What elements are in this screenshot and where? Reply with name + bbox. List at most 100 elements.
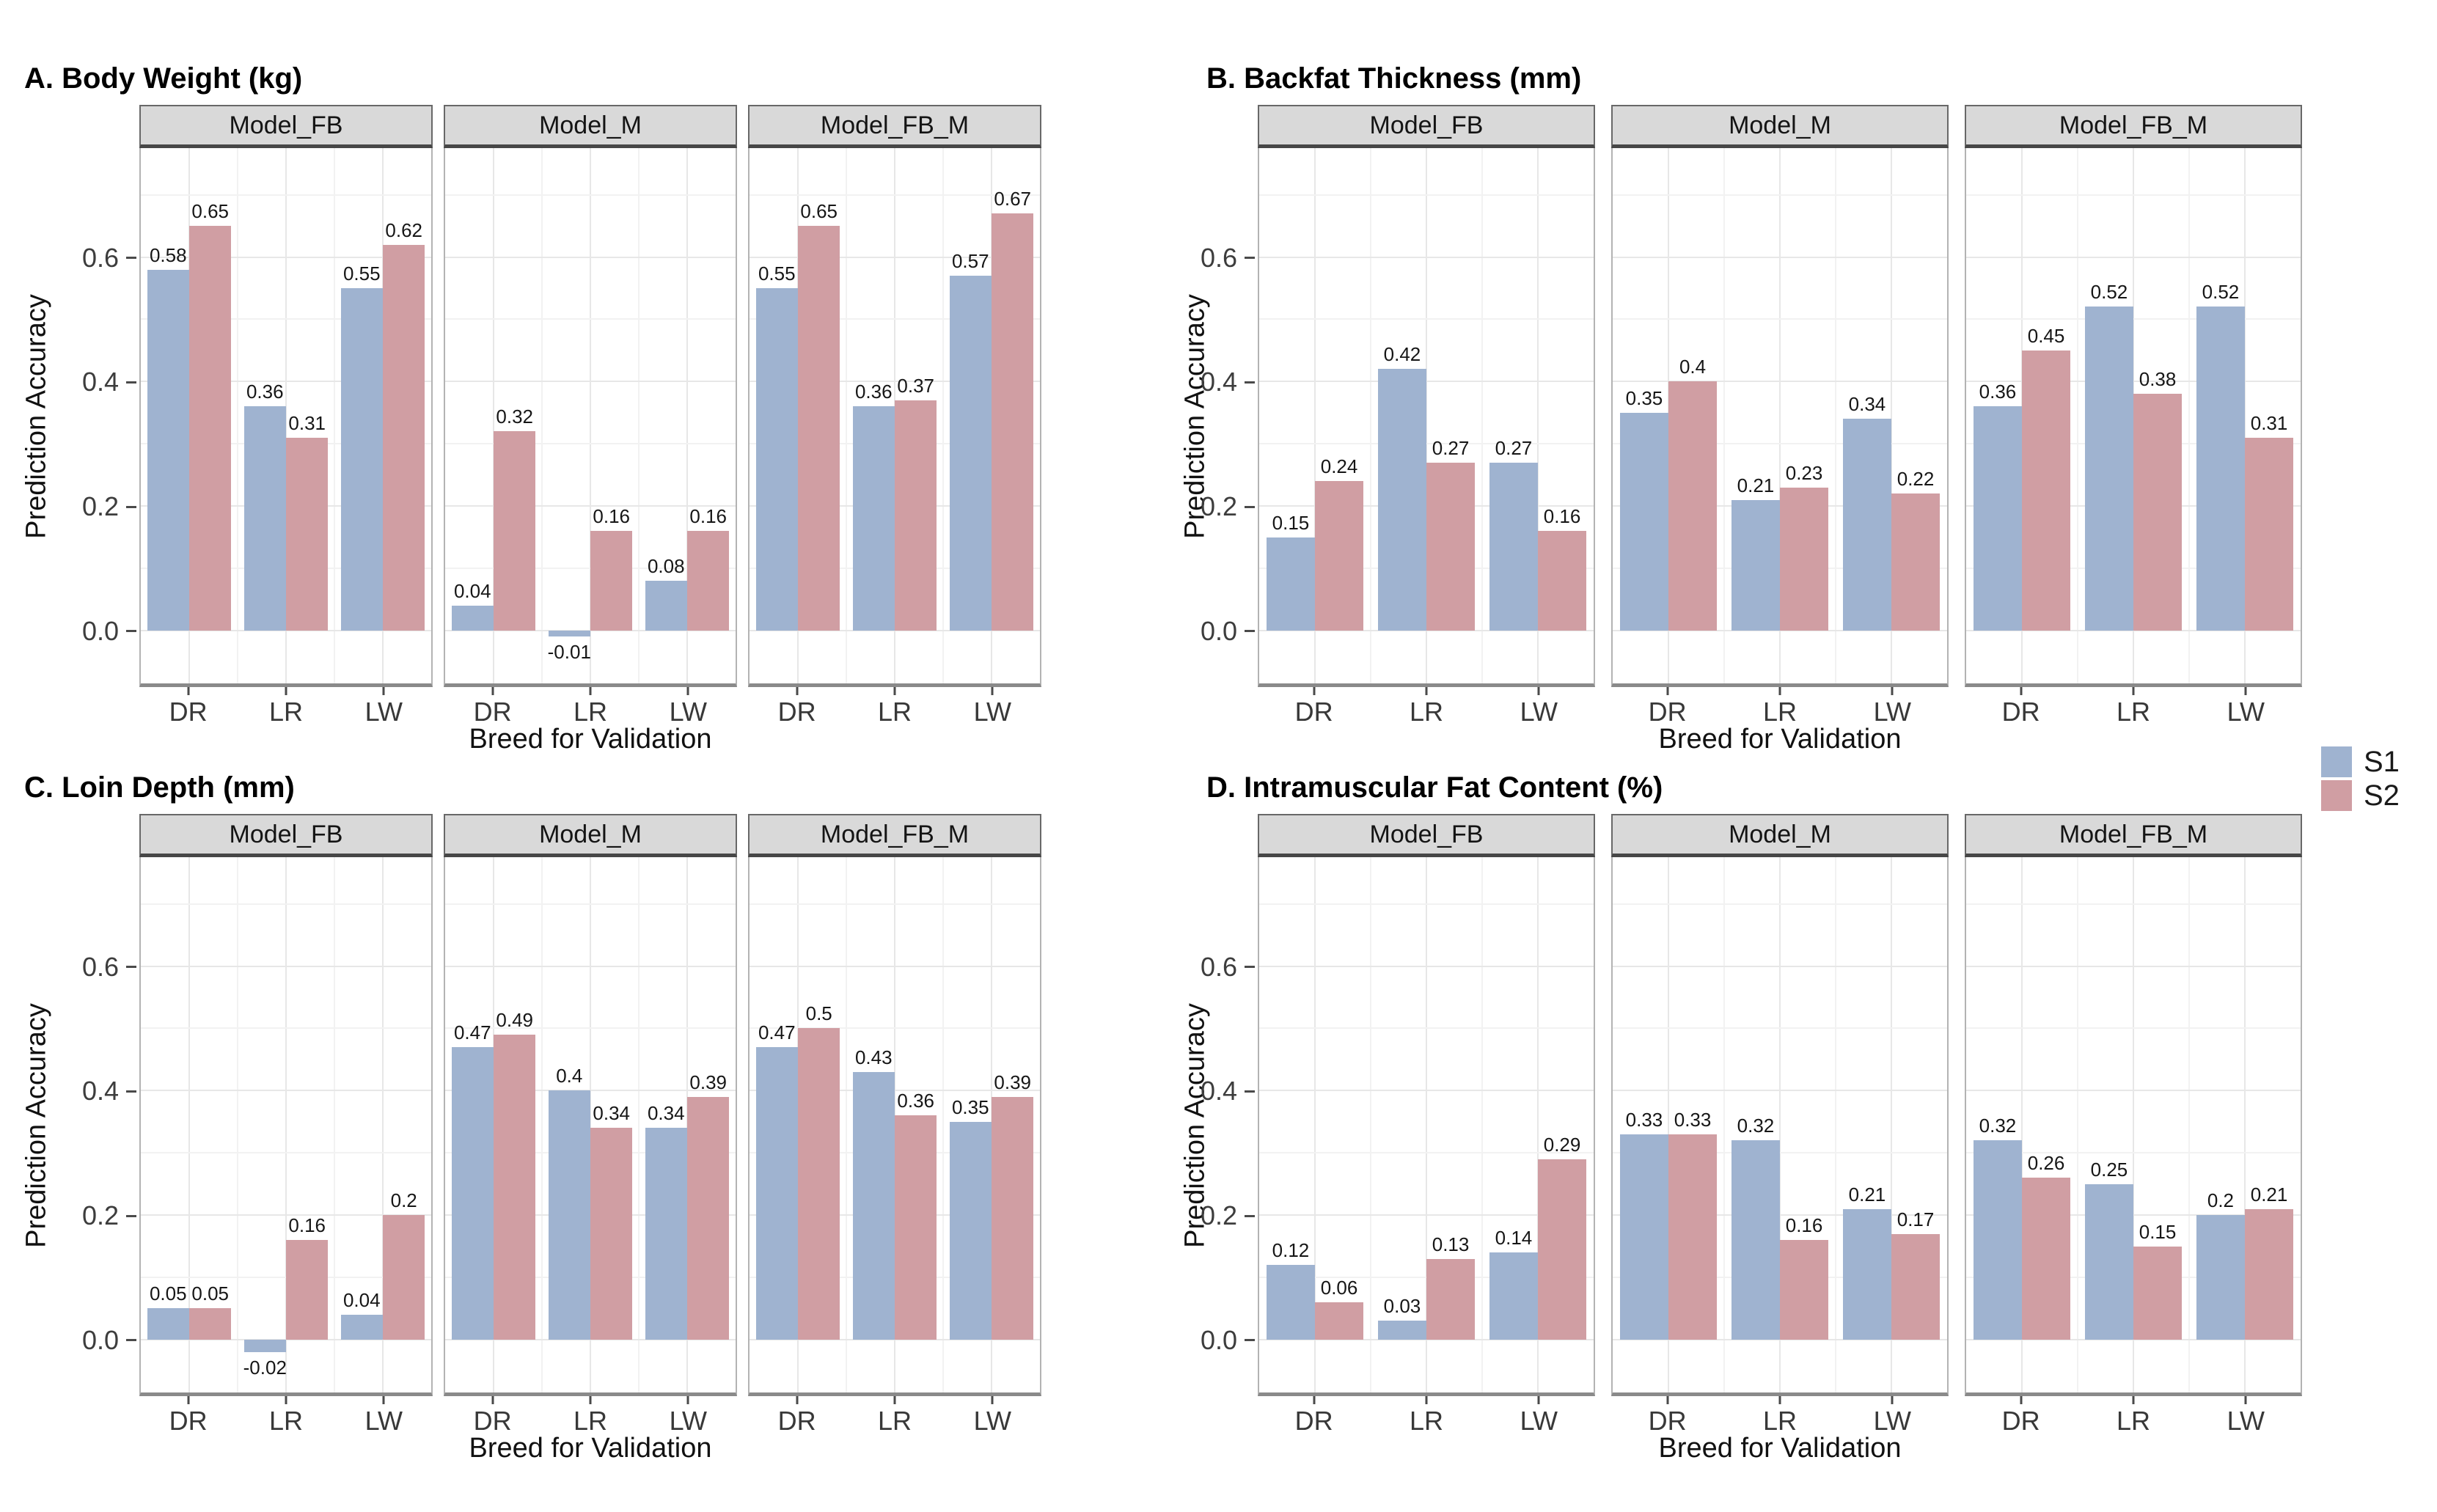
bar-D-Model_FB_M-DR-S2 [2021,1178,2071,1340]
gridline-horizontal-major [445,629,736,631]
bar-value-label: 0.32 [1737,1115,1775,1137]
gridline-horizontal-major [141,256,431,258]
bar-A-Model_FB-LW-S2 [383,244,425,631]
y-tick-label: 0.0 [1200,615,1237,646]
bar-value-label: 0.17 [1897,1208,1935,1230]
gridline-vertical-major [1314,148,1316,683]
gridline-horizontal-minor [1259,903,1594,905]
x-tick-label: DR [1294,1406,1333,1436]
x-tick-row: DR LR LW [444,1396,737,1436]
facet-Model_M: Model_M 0.04 0.32 -0.01 0.16 0.08 0.16 DR LR LW [444,105,737,727]
x-tick-mark [491,687,494,695]
bar-value-label: 0.16 [1785,1214,1823,1237]
gridline-horizontal-major [141,1214,431,1216]
panel-body-weight: A. Body Weight (kg) Prediction Accuracy … [15,62,1100,770]
x-tick-mark [686,687,689,695]
x-tick-mark [1891,1396,1894,1404]
x-tick-mark [893,1396,896,1404]
bar-A-Model_FB_M-DR-S2 [797,226,840,631]
gridline-horizontal-minor [750,903,1040,905]
bar-D-Model_FB_M-LW-S1 [2196,1215,2245,1340]
gridline-horizontal-major [1613,965,1947,967]
bar-A-Model_FB-LR-S2 [286,437,329,631]
gridline-vertical-major [2243,148,2246,683]
gridline-horizontal-major [1259,1090,1594,1092]
bar-C-Model_FB-DR-S2 [188,1308,232,1340]
y-tick-label: 0.2 [1200,1200,1237,1231]
bar-value-label: 0.16 [288,1214,326,1237]
gridline-vertical-minor [1481,148,1483,683]
gridline-vertical-major [1536,148,1539,683]
x-tick-label: DR [2001,1406,2040,1436]
gridline-horizontal-major [750,1338,1040,1340]
gridline-horizontal-minor [750,194,1040,196]
facet-Model_FB_M: Model_FB_M 0.36 0.45 0.52 0.38 0.52 0.31 DR LR LW [1965,105,2302,727]
bar-value-label: 0.39 [689,1071,728,1093]
gridline-horizontal-major [1259,965,1594,967]
plot-area: 0.36 0.45 0.52 0.38 0.52 0.31 [1965,148,2302,687]
bar-D-Model_FB_M-LR-S1 [2084,1183,2133,1340]
bar-value-label: 0.25 [2090,1158,2128,1181]
bar-B-Model_M-LR-S1 [1731,499,1780,631]
bar-A-Model_FB-LW-S1 [340,288,383,631]
bar-A-Model_FB_M-LW-S1 [949,276,992,631]
plot-area: 0.04 0.32 -0.01 0.16 0.08 0.16 [444,148,737,687]
x-tick-label: LW [669,1406,707,1436]
bar-C-Model_M-LR-S2 [590,1128,633,1340]
x-tick-mark [2244,1396,2247,1404]
gridline-vertical-major [1426,148,1427,683]
bar-A-Model_M-LR-S1 [548,630,590,637]
gridline-horizontal-major [1966,1338,2301,1340]
x-tick-label: LW [973,697,1011,727]
facet-strip-label: Model_M [1611,814,1949,857]
x-tick-label: LR [1762,697,1797,727]
gridline-horizontal-minor [445,194,736,196]
bar-value-label: 0.45 [2027,324,2065,347]
x-tick-label: LR [1762,1406,1797,1436]
bar-value-label: 0.06 [1320,1276,1358,1299]
bar-value-label: 0.67 [994,188,1032,210]
gridline-vertical-major [590,857,591,1392]
bar-A-Model_M-LW-S1 [645,580,687,631]
x-tick-label: DR [169,697,208,727]
bar-value-label: 0.21 [1848,1183,1886,1205]
bar-B-Model_FB_M-LR-S2 [2133,394,2183,631]
facet-Model_M: Model_M 0.35 0.4 0.21 0.23 0.34 0.22 DR LR LW [1611,105,1949,727]
x-tick-label: DR [473,697,512,727]
gridline-horizontal-major [1966,965,2301,967]
bar-B-Model_FB-LW-S2 [1538,531,1587,631]
bar-value-label: 0.49 [496,1008,534,1031]
gridline-horizontal-major [1613,1214,1947,1216]
gridline-vertical-minor [334,148,335,683]
bar-C-Model_FB-DR-S1 [147,1308,189,1340]
gridline-vertical-minor [638,857,640,1392]
gridline-horizontal-minor [1613,443,1947,445]
gridline-vertical-minor [540,857,543,1392]
x-tick-mark [991,687,994,695]
x-tick-mark [1778,1396,1781,1404]
x-tick-mark [187,687,190,695]
y-tick-label: 0.0 [81,615,119,646]
y-tick-mark [126,1090,136,1093]
gridline-horizontal-minor [445,443,736,445]
y-tick-label: 0.6 [1200,242,1237,273]
y-tick-mark [1245,630,1255,633]
bar-D-Model_M-DR-S1 [1619,1134,1668,1340]
y-tick-label: 0.2 [81,1200,119,1231]
bar-A-Model_M-LW-S2 [687,531,730,631]
facet-strip-label: Model_FB_M [748,105,1041,148]
bar-C-Model_FB_M-DR-S1 [755,1046,798,1340]
gridline-horizontal-minor [141,194,431,196]
gridline-horizontal-major [1966,629,2301,631]
x-tick-mark [187,1396,190,1404]
bar-value-label: -0.02 [243,1356,287,1379]
bar-value-label: 0.05 [191,1282,230,1305]
bar-B-Model_FB_M-LW-S2 [2245,437,2294,631]
x-tick-row: DR LR LW [139,687,433,727]
bar-D-Model_M-LW-S2 [1891,1233,1941,1340]
bar-value-label: 0.65 [800,200,838,223]
bar-value-label: -0.01 [547,641,591,664]
x-tick-label: LW [1873,1406,1911,1436]
bar-value-label: 0.34 [593,1102,631,1125]
x-tick-mark [796,687,799,695]
